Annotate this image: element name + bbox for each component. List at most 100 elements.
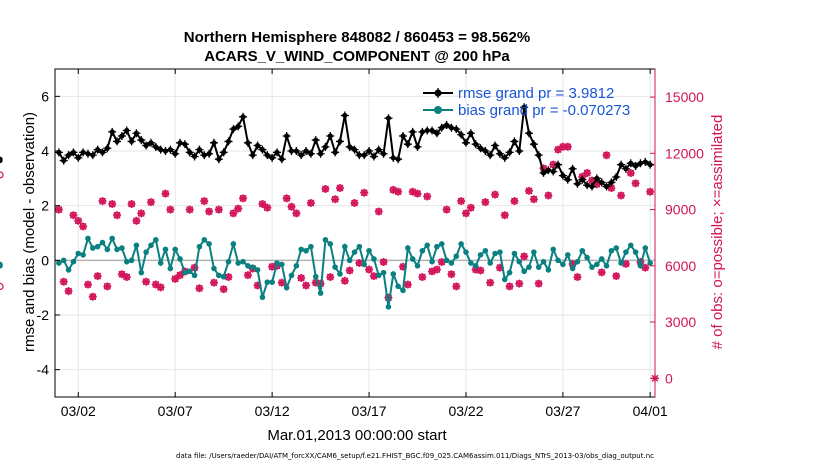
y-left-tick-label: -2 bbox=[37, 307, 50, 323]
rmse-point bbox=[510, 137, 519, 146]
obs-count-point bbox=[297, 273, 306, 282]
rmse-point bbox=[394, 155, 403, 164]
obs-count-point bbox=[418, 273, 427, 282]
rmse-point bbox=[631, 162, 640, 171]
rmse-point bbox=[268, 153, 277, 162]
rmse-point bbox=[646, 160, 655, 169]
rmse-point bbox=[520, 103, 529, 112]
obs-assimilated-marker bbox=[287, 202, 296, 211]
bias-point bbox=[623, 249, 629, 255]
obs-assimilated-marker bbox=[132, 216, 141, 225]
y-left-tick-label: 2 bbox=[41, 198, 49, 214]
obs-count-point bbox=[54, 205, 63, 214]
obs-assimilated-marker bbox=[544, 191, 553, 200]
obs-assimilated-marker bbox=[306, 199, 315, 208]
obs-assimilated-marker bbox=[200, 197, 209, 206]
bias-point bbox=[574, 258, 581, 265]
obs-assimilated-marker bbox=[93, 272, 102, 281]
rmse-point bbox=[243, 138, 252, 147]
bias-point bbox=[225, 258, 232, 265]
obs-assimilated-marker bbox=[529, 195, 538, 204]
obs-count-point bbox=[205, 207, 214, 216]
rmse-point-star bbox=[331, 148, 340, 157]
bias-point bbox=[312, 273, 319, 280]
bias-point bbox=[560, 261, 566, 268]
obs-count-point bbox=[491, 190, 500, 199]
obs-assimilated-marker bbox=[345, 266, 354, 275]
bias-point bbox=[104, 246, 111, 253]
x-tick-label: 03/22 bbox=[448, 403, 483, 419]
y-left-tick-label: 4 bbox=[41, 143, 49, 159]
obs-count-point bbox=[602, 151, 611, 160]
obs-assimilated-marker bbox=[340, 276, 349, 285]
rmse-point-star bbox=[69, 148, 78, 157]
rmse-point-star bbox=[132, 129, 141, 138]
rmse-point-star bbox=[297, 151, 306, 160]
rmse-point-star bbox=[374, 145, 383, 154]
rmse-point-star bbox=[607, 178, 616, 187]
obs-assimilated-marker bbox=[355, 258, 364, 267]
rmse-point bbox=[127, 137, 136, 146]
obs-assimilated-marker bbox=[442, 205, 451, 214]
rmse-point bbox=[602, 182, 611, 191]
obs-count-point bbox=[374, 207, 383, 216]
bias-point bbox=[637, 263, 644, 269]
obs-assimilated-marker bbox=[83, 280, 92, 289]
obs-count-point bbox=[243, 271, 252, 280]
rmse-point bbox=[142, 141, 151, 150]
rmse-point-star bbox=[253, 141, 262, 150]
obs-assimilated-marker bbox=[282, 194, 291, 203]
rmse-point-dot bbox=[0, 156, 3, 162]
rmse-point-star bbox=[239, 112, 248, 121]
rmse-point-star bbox=[384, 114, 393, 123]
chart-title: Northern Hemisphere 848082 / 860453 = 98… bbox=[184, 29, 530, 46]
rmse-point bbox=[360, 151, 369, 160]
obs-count-point bbox=[137, 209, 146, 218]
bias-point bbox=[453, 253, 460, 260]
obs-assimilated-marker bbox=[612, 272, 621, 281]
bias-point bbox=[216, 272, 222, 279]
rmse-point-star bbox=[142, 141, 151, 150]
rmse-point-star bbox=[495, 149, 504, 158]
legend-entry-bias: bias grand pr = -0.070273 bbox=[423, 102, 630, 119]
obs-count-point bbox=[505, 282, 514, 291]
obs-assimilated-marker bbox=[258, 199, 267, 208]
bias-point bbox=[133, 242, 140, 249]
rmse-point-star bbox=[54, 148, 63, 157]
rmse-point-star bbox=[272, 148, 281, 157]
rmse-point-star bbox=[64, 151, 73, 160]
obs-count-point bbox=[626, 169, 635, 178]
obs-assimilated-marker bbox=[505, 282, 514, 291]
rmse-point bbox=[297, 151, 306, 160]
rmse-point bbox=[108, 127, 117, 136]
bias-point bbox=[138, 269, 145, 276]
rmse-point-star bbox=[311, 136, 320, 145]
obs-assimilated-marker bbox=[602, 151, 611, 160]
x-tick-label: 03/02 bbox=[61, 403, 96, 419]
obs-assimilated-marker bbox=[500, 211, 509, 220]
rmse-point bbox=[166, 145, 175, 154]
bias-point bbox=[56, 260, 62, 266]
rmse-point-star bbox=[146, 138, 155, 147]
bias-point bbox=[647, 260, 653, 266]
rmse-point-star bbox=[248, 151, 257, 160]
rmse-point-star bbox=[626, 159, 635, 168]
rmse-point bbox=[180, 140, 189, 149]
rmse-point-star bbox=[306, 149, 315, 158]
rmse-point bbox=[612, 172, 621, 181]
rmse-point-star bbox=[481, 147, 490, 155]
obs-count-point bbox=[515, 279, 524, 288]
rmse-point bbox=[524, 129, 533, 138]
bias-point bbox=[114, 246, 120, 253]
bias-point bbox=[501, 276, 508, 283]
rmse-point-star bbox=[466, 129, 475, 138]
bias-point bbox=[608, 247, 615, 254]
obs-count-point bbox=[263, 203, 272, 212]
obs-assimilated-marker bbox=[205, 207, 214, 216]
rmse-point-star bbox=[558, 171, 567, 180]
rmse-point bbox=[563, 175, 572, 184]
obs-count-point bbox=[365, 265, 374, 274]
obs-possible-marker bbox=[0, 282, 4, 291]
obs-assimilated-marker bbox=[350, 199, 359, 208]
